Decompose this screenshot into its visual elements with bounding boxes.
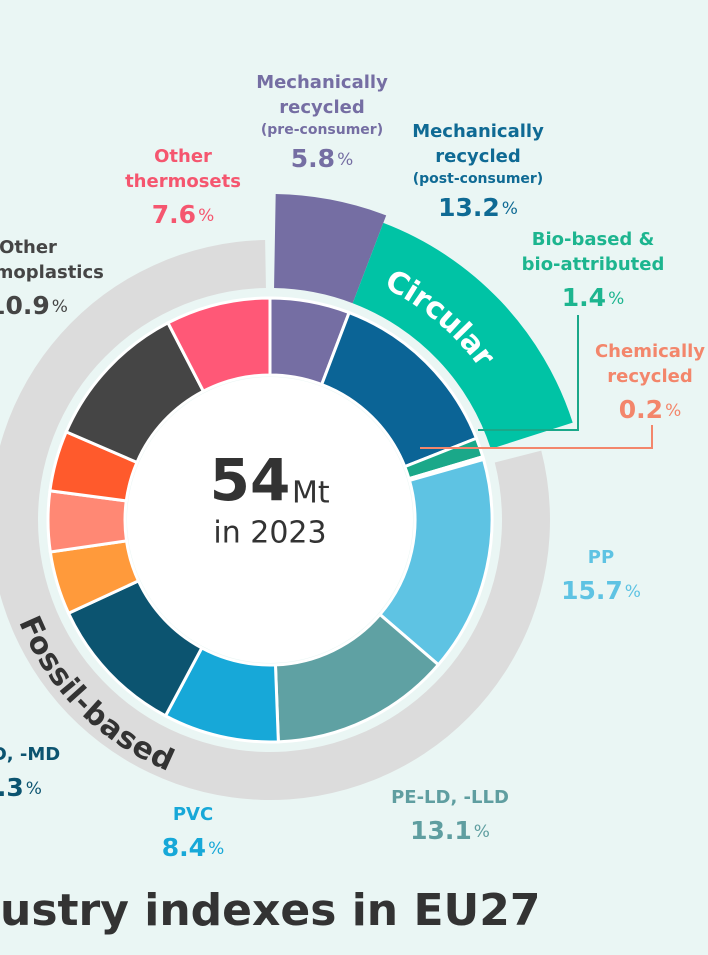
slice-label: Chemically [595,341,705,362]
value-number: 10.9 [0,291,50,320]
value-number: 7.6 [152,200,196,229]
value-number: 10.3 [0,773,24,802]
value-unit: % [337,150,353,170]
value-unit: % [665,401,681,421]
value-number: 5.8 [291,144,335,173]
value-unit: % [474,822,490,842]
value-unit: % [26,779,42,799]
value-number: 13.1 [410,816,472,845]
group-band [352,222,573,449]
value-number: 13.2 [438,193,500,222]
value-number: 1.4 [562,283,606,312]
leader-line [478,315,579,431]
slice-label: Other [0,237,57,258]
slice-note: (post-consumer) [413,171,543,187]
slice-label: Other [154,146,212,167]
slice-label: thermosets [125,171,241,192]
slice-label: Mechanically [412,121,544,142]
slice-label: recycled [435,146,520,167]
value-unit: % [608,289,624,309]
slice-label: PP [588,547,614,568]
value-label: 10.9% [0,291,68,320]
slice-label: PE-LD, -LLD [391,787,509,808]
value-number: 15.7 [561,576,623,605]
value-unit: % [625,582,641,602]
title: ustry indexes in EU27 [0,885,540,936]
slice-label: PVC [173,804,213,825]
value-unit: % [502,199,518,219]
value-unit: % [208,839,224,859]
slice-outer [274,194,387,304]
slice-label: bio-attributed [522,254,665,275]
center-label: in 2023 [213,516,326,551]
value-label: 0.2% [619,395,681,424]
value-label: 13.2% [438,193,518,222]
leader-line [420,425,653,449]
slice-label: Bio-based & [532,229,655,250]
value-label: 15.7% [561,576,641,605]
value-label: 1.4% [562,283,624,312]
value-unit: % [198,206,214,226]
slice [165,296,272,394]
center-disc [127,377,413,663]
value-unit: % [52,297,68,317]
slice-note: (pre-consumer) [261,122,383,138]
center-value: 54 [210,446,291,514]
value-label: 10.3% [0,773,42,802]
slice-label: recycled [279,97,364,118]
slice-label: PE-HD, -MD [0,744,60,765]
center-unit: Mt [292,476,330,511]
value-label: 8.4% [162,833,224,862]
rings [0,194,573,800]
value-label: 7.6% [152,200,214,229]
slice-label: Mechanically [256,72,388,93]
value-number: 0.2 [619,395,663,424]
slice-label: recycled [607,366,692,387]
value-label: 13.1% [410,816,490,845]
value-number: 8.4 [162,833,206,862]
value-label: 5.8% [291,144,353,173]
